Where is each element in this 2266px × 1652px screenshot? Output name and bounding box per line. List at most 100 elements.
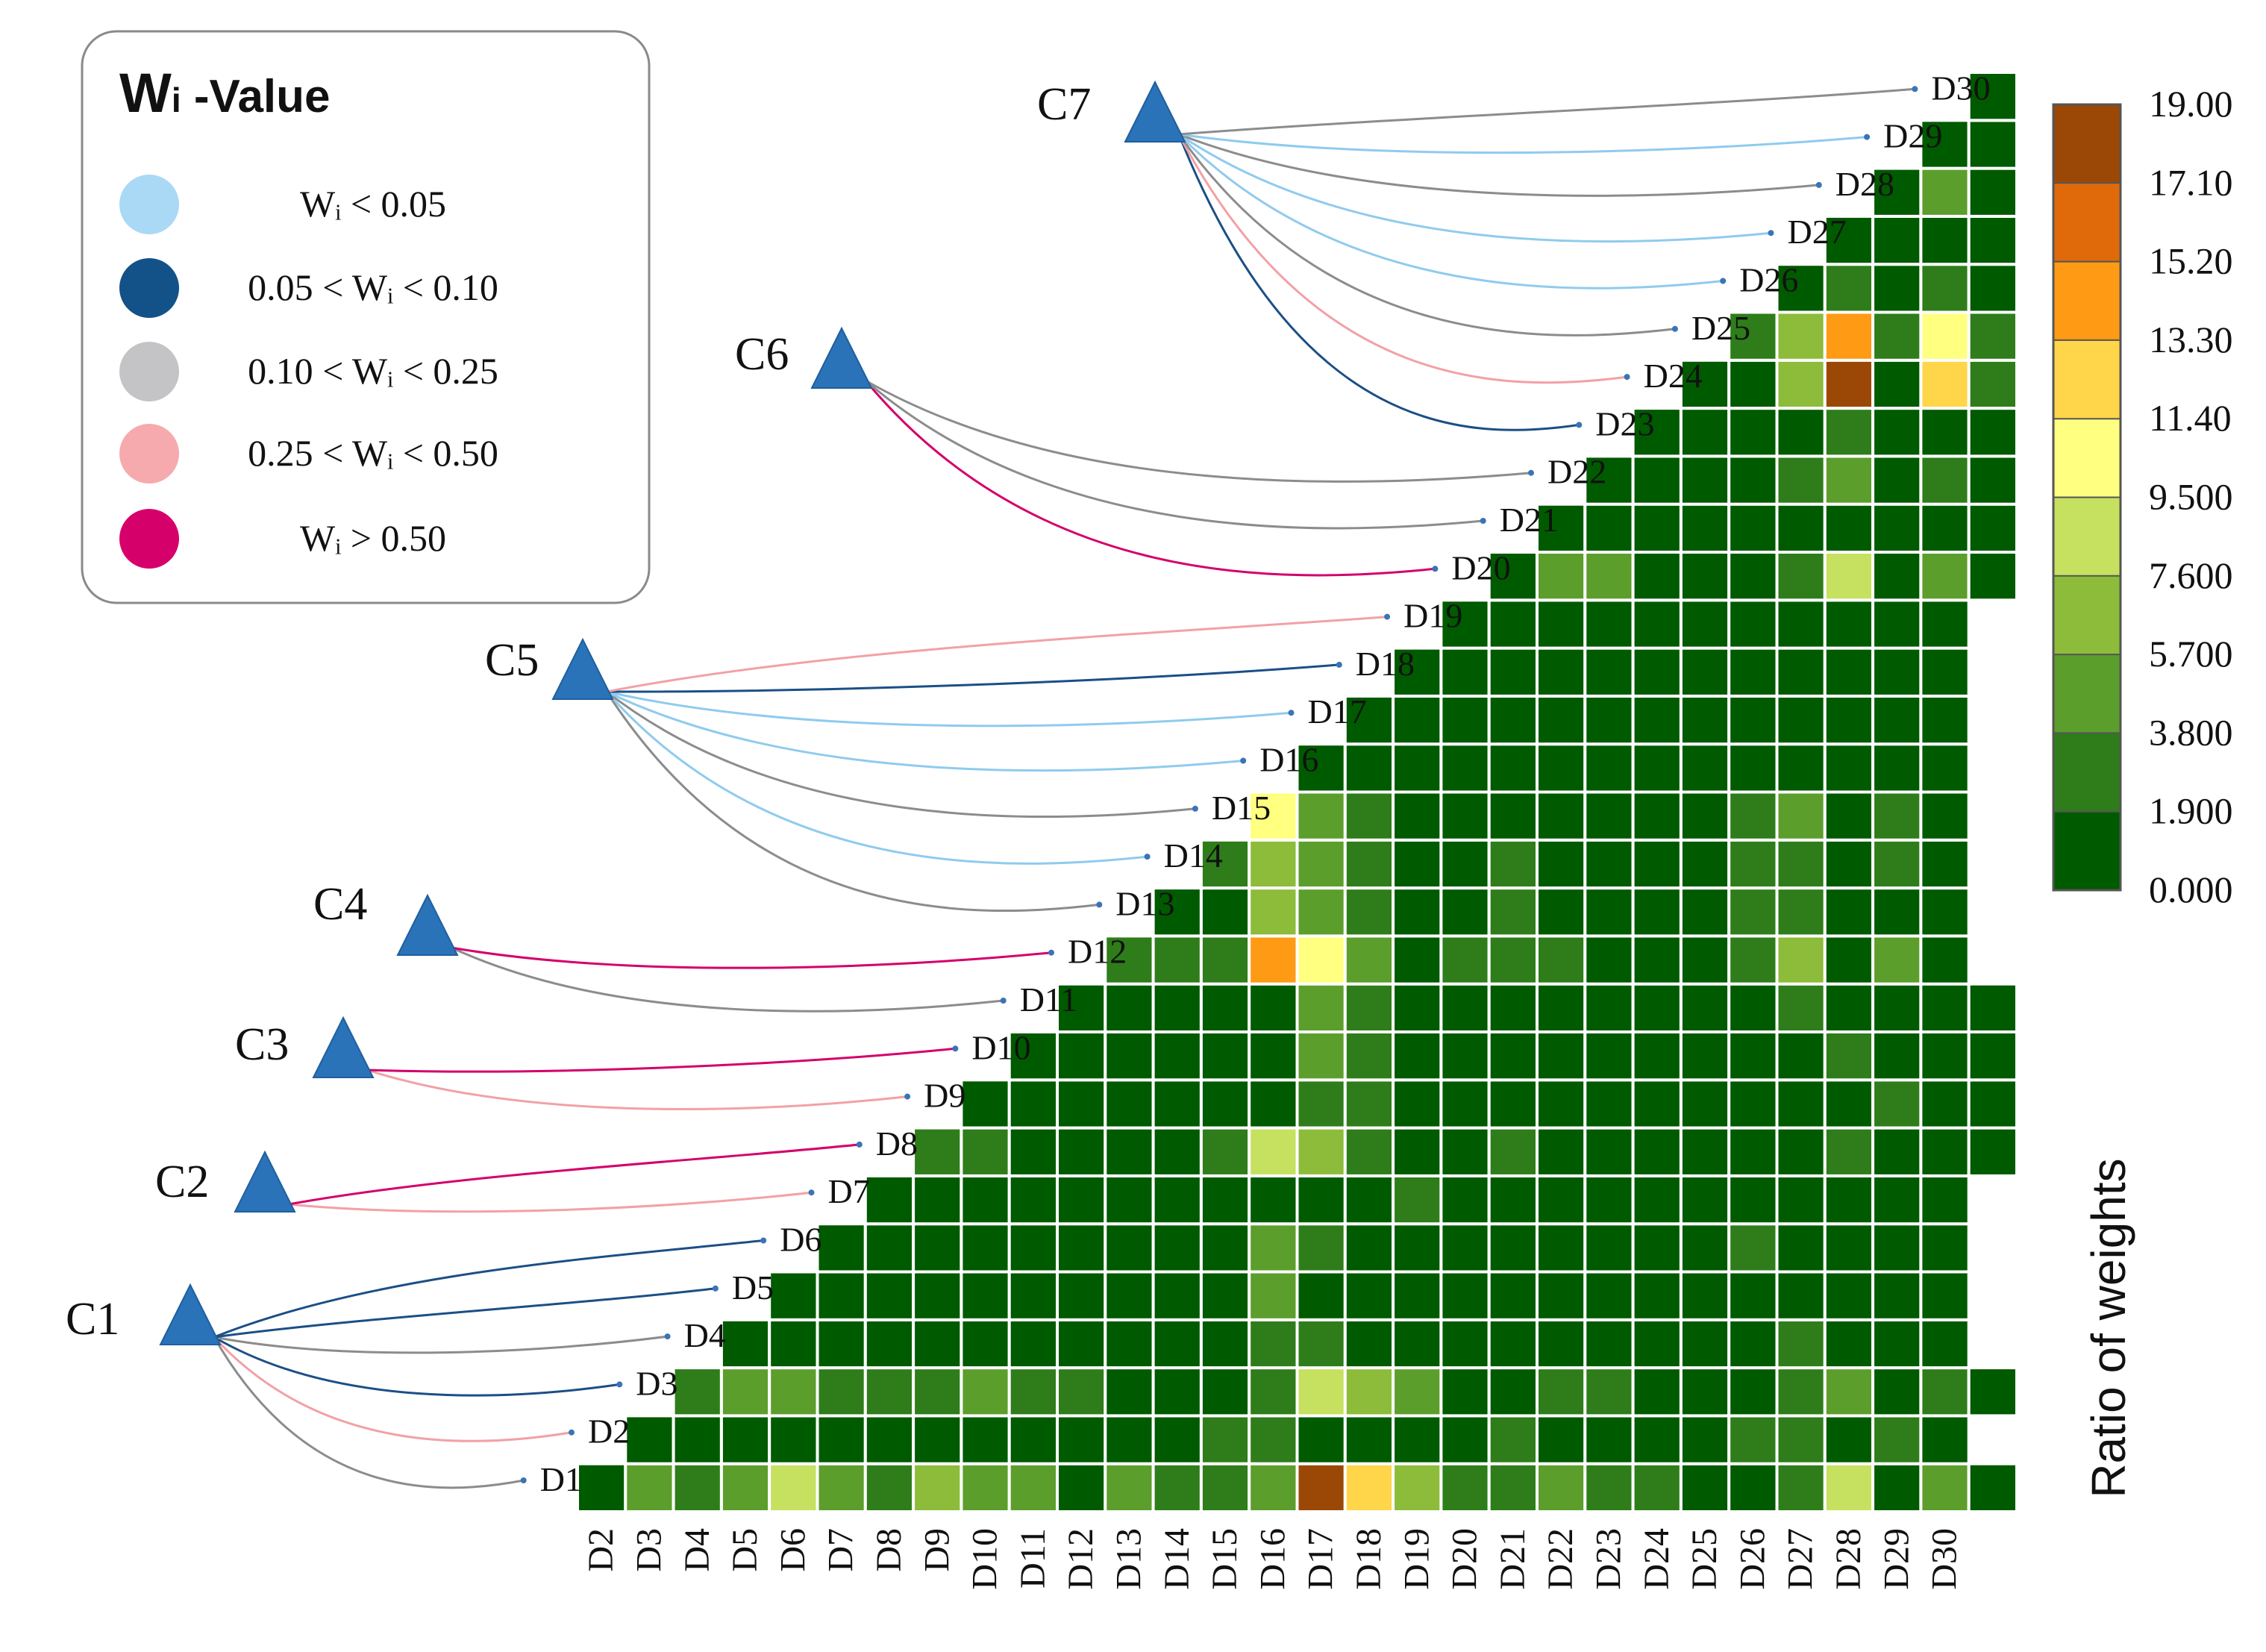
- heatmap-cell: [1583, 790, 1635, 842]
- heatmap-cell: [1104, 1126, 1155, 1177]
- heatmap-cell: [816, 1414, 867, 1465]
- heatmap-cell: [1248, 934, 1299, 986]
- heatmap-cell: [1727, 502, 1779, 554]
- heatmap-cell: [1727, 358, 1779, 410]
- heatmap-cell: [1871, 1126, 1923, 1177]
- x-tick-label: D12: [1061, 1528, 1101, 1590]
- heatmap-cell: [1536, 886, 1587, 938]
- heatmap-cell: [1392, 1414, 1443, 1465]
- legend-item: 0.25 < Wᵢ < 0.50: [119, 424, 498, 484]
- heatmap-cell: [1007, 1414, 1059, 1465]
- criteria-link: [605, 691, 1148, 865]
- heatmap-cell: [1392, 1030, 1443, 1082]
- criteria-link: [606, 690, 1292, 728]
- heatmap-cell: [1871, 694, 1923, 746]
- heatmap-cell: [1967, 502, 2018, 554]
- heatmap-cell: [1392, 1318, 1443, 1370]
- node-label: D12: [1068, 933, 1127, 971]
- heatmap-cell: [719, 1366, 771, 1418]
- heatmap-cell: [1151, 1414, 1203, 1465]
- heatmap-cell: [1967, 1366, 2018, 1418]
- heatmap-cell: [1295, 1174, 1347, 1226]
- heatmap-cell: [1823, 310, 1875, 362]
- heatmap-cell: [1343, 694, 1395, 746]
- heatmap-cell: [1679, 1222, 1731, 1274]
- heatmap-cell: [1536, 1222, 1587, 1274]
- node-label: D17: [1308, 692, 1367, 730]
- heatmap-cell: [719, 1462, 771, 1513]
- heatmap-cell: [1583, 1030, 1635, 1082]
- heatmap-cell: [1775, 263, 1827, 314]
- criterion-marker: [1124, 80, 1186, 143]
- node-label: D27: [1788, 213, 1847, 251]
- node-label: D11: [1020, 980, 1078, 1019]
- heatmap-cell: [1392, 1222, 1443, 1274]
- heatmap-cell: [1295, 1126, 1347, 1177]
- heatmap-cell: [1631, 454, 1683, 506]
- heatmap-cell: [1248, 1174, 1299, 1226]
- heatmap-cell: [1679, 502, 1731, 554]
- heatmap-cell: [1775, 407, 1827, 458]
- heatmap-cell: [1967, 214, 2018, 266]
- heatmap-cell: [1104, 1270, 1155, 1321]
- colorbar: 19.00 17.10 15.20 13.30 11.40 9.500 7.600 5.700…: [2052, 83, 2233, 1498]
- heatmap-cell: [1967, 1078, 2018, 1130]
- heatmap-cell: [1631, 1318, 1683, 1370]
- heatmap-cells: [576, 71, 2018, 1513]
- colorbar-tick-label: 3.800: [2149, 711, 2233, 753]
- node-dot: [1720, 278, 1727, 284]
- heatmap-cell: [1248, 1462, 1299, 1513]
- heatmap-cell: [1295, 1270, 1347, 1321]
- node-dot: [520, 1477, 527, 1483]
- colorbar-tick-label: 15.20: [2149, 240, 2233, 282]
- heatmap-cell: [1967, 454, 2018, 506]
- node-label: D26: [1739, 261, 1798, 299]
- legend-swatch: [119, 175, 179, 234]
- heatmap-cell: [1536, 934, 1587, 986]
- heatmap-cell: [1536, 1078, 1587, 1130]
- heatmap-cell: [1439, 886, 1491, 938]
- heatmap-cell: [1727, 934, 1779, 986]
- heatmap-cell: [1343, 1366, 1395, 1418]
- heatmap-cell: [1727, 1366, 1779, 1418]
- heatmap-cell: [1871, 1366, 1923, 1418]
- heatmap-cell: [960, 1270, 1011, 1321]
- heatmap-cell: [1631, 502, 1683, 554]
- criteria-link: [1178, 87, 1915, 136]
- heatmap-cell: [1631, 646, 1683, 698]
- heatmap-cell: [1199, 1270, 1251, 1321]
- heatmap-cell: [1679, 551, 1731, 602]
- colorbar-tick-label: 7.600: [2149, 554, 2233, 596]
- heatmap-cell: [1151, 1078, 1203, 1130]
- node-label: D15: [1212, 789, 1271, 827]
- heatmap-cell: [1104, 1366, 1155, 1418]
- heatmap-cell: [1631, 790, 1683, 842]
- legend-item: 0.05 < Wᵢ < 0.10: [119, 258, 498, 318]
- heatmap-cell: [1007, 1462, 1059, 1513]
- heatmap-cell: [1248, 1126, 1299, 1177]
- heatmap-cell: [1487, 1126, 1539, 1177]
- heatmap-cell: [1343, 982, 1395, 1033]
- node-dot: [1480, 518, 1486, 524]
- heatmap-cell: [1199, 982, 1251, 1033]
- heatmap-cell: [1295, 790, 1347, 842]
- node-dot: [1288, 710, 1295, 716]
- heatmap-cell: [1775, 310, 1827, 362]
- heatmap-cell: [1775, 646, 1827, 698]
- node-dot: [1624, 374, 1630, 381]
- heatmap-cell: [1104, 1318, 1155, 1370]
- heatmap-cell: [1536, 1366, 1587, 1418]
- heatmap-cell: [1871, 1414, 1923, 1465]
- node-dot: [1048, 949, 1054, 956]
- heatmap-cell: [1919, 310, 1971, 362]
- heatmap-cell: [1775, 1366, 1827, 1418]
- x-tick-label: D8: [869, 1528, 909, 1572]
- criteria-link: [451, 946, 1052, 969]
- heatmap-cell: [1536, 646, 1587, 698]
- heatmap-cell: [1727, 1078, 1779, 1130]
- heatmap-cell: [1343, 790, 1395, 842]
- heatmap-cell: [1583, 551, 1635, 602]
- heatmap-cell: [1967, 1030, 2018, 1082]
- node-dot: [1768, 230, 1774, 237]
- colorbar-swatch: [2053, 811, 2121, 890]
